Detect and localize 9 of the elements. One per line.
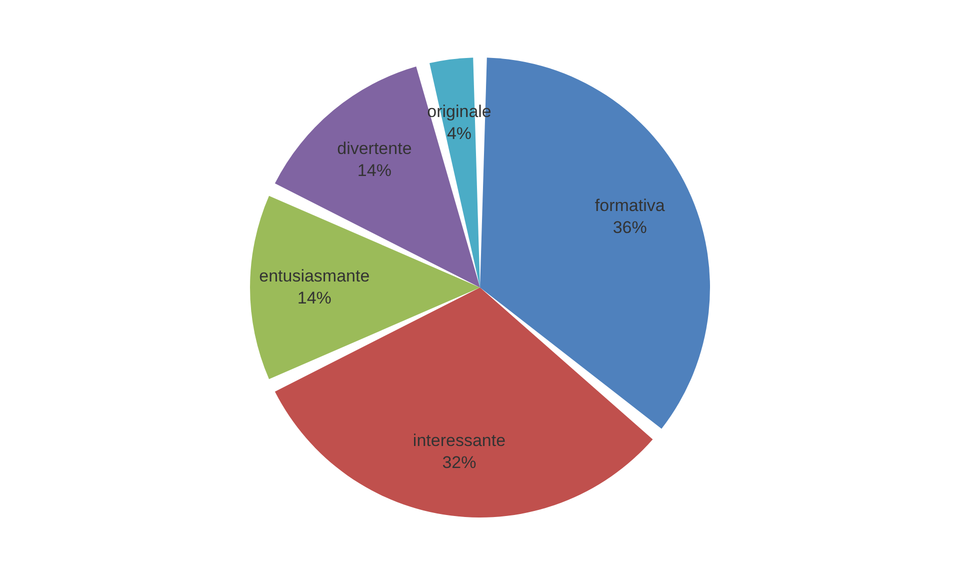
slice-label: divertente (337, 138, 412, 158)
data-label: 32% (442, 452, 476, 472)
data-label: 14% (297, 288, 332, 308)
data-label: 36% (612, 218, 647, 237)
slice-label: entusiasmante (259, 266, 370, 286)
slice-label: formativa (594, 196, 666, 215)
slice-label: interessante (412, 430, 506, 450)
data-label: 14% (357, 160, 392, 180)
data-label: 4% (446, 124, 472, 144)
